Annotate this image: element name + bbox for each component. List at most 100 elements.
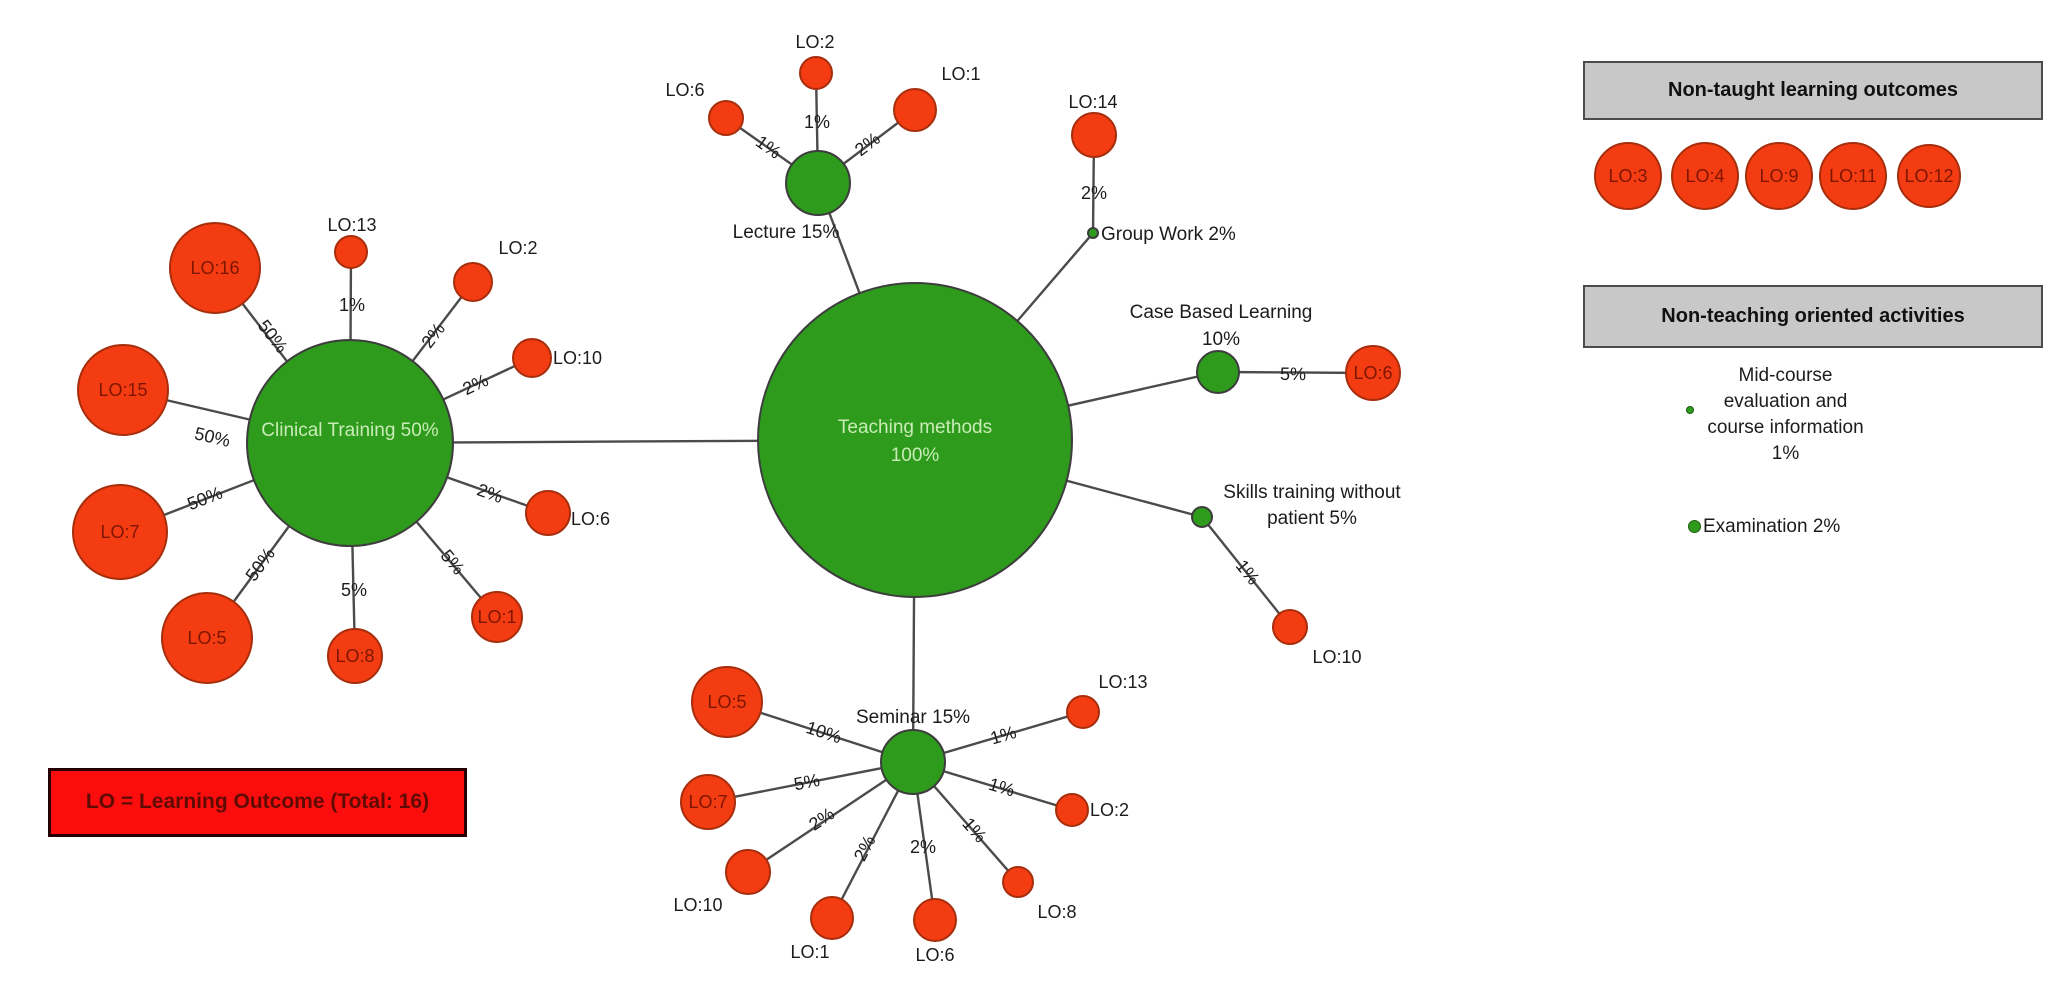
node-c-lo6-circle [525,490,571,536]
node-l-lo2-circle [799,56,833,90]
edge-skills-s-lo10 [1201,516,1291,628]
node-se-lo6-olabel: LO:6 [915,945,954,965]
node-cbl-olabel: 10% [1202,329,1240,350]
edge-label-clinical-c-lo16: 50% [254,316,292,357]
node-se-lo8-circle [1002,866,1034,898]
node-se-lo10-circle [725,849,771,895]
node-cbl-circle [1196,350,1240,394]
edge-label-cbl-cb-lo6: 5% [1280,364,1306,384]
examination-dot-icon [1688,520,1701,533]
node-c-lo16-label: LO:16 [190,258,239,278]
node-c-lo16-circle [169,222,261,314]
node-c-lo7-label: LO:7 [100,522,139,542]
node-clinical-label: Clinical Training 50% [261,420,439,441]
node-l-lo1-olabel: LO:1 [941,64,980,84]
node-l-lo1-circle [893,88,937,132]
node-s-lo10-circle [1272,609,1308,645]
node-se-lo1-olabel: LO:1 [790,942,829,962]
node-lg-lo4-label: LO:4 [1685,166,1724,186]
node-se-lo6-circle [913,898,957,942]
node-lecture-circle [785,150,851,216]
node-teaching-label: Teaching methods [838,417,992,438]
node-lg-lo3-circle [1594,142,1662,210]
node-c-lo8-label: LO:8 [335,646,374,666]
edge-label-clinical-c-lo7: 50% [184,483,225,515]
node-se-lo2-olabel: LO:2 [1090,800,1129,820]
node-se-lo5-circle [691,666,763,738]
node-skills-olabel: Skills training without [1223,482,1401,503]
node-l-lo6-circle [708,100,744,136]
node-s-lo10-olabel: LO:10 [1312,647,1361,667]
node-se-lo5-label: LO:5 [707,692,746,712]
node-c-lo10-circle [512,338,552,378]
node-c-lo13-circle [334,235,368,269]
mid-course-dot-icon [1686,406,1694,414]
node-se-lo2-circle [1055,793,1089,827]
node-se-lo13-circle [1066,695,1100,729]
node-cbl-olabel: Case Based Learning [1130,302,1313,323]
node-g-lo14-olabel: LO:14 [1068,92,1117,112]
edge-label-clinical-c-lo8: 5% [341,580,367,600]
node-seminar-circle [880,729,946,795]
node-lg-lo11-circle [1819,142,1887,210]
edge-label-seminar-se-lo6: 2% [910,837,936,857]
node-lg-lo9-label: LO:9 [1759,166,1798,186]
node-seminar-olabel: Seminar 15% [856,707,970,728]
node-lg-lo12-label: LO:12 [1904,166,1953,186]
node-se-lo10-olabel: LO:10 [673,895,722,915]
mid-course-evaluation-label: Mid-course evaluation and course informa… [1707,365,1864,464]
edge-seminar-se-lo10 [747,761,914,873]
node-c-lo2-olabel: LO:2 [498,238,537,258]
node-groupwork-circle [1087,227,1099,239]
node-c-lo15-label: LO:15 [98,380,147,400]
edge-label-seminar-se-lo5: 10% [804,717,844,747]
node-c-lo1-circle [471,591,523,643]
node-c-lo1-label: LO:1 [477,607,516,627]
node-c-lo6-olabel: LO:6 [571,509,610,529]
node-skills-olabel: patient 5% [1267,508,1357,529]
node-skills-circle [1191,506,1213,528]
node-clinical-circle [246,339,454,547]
node-se-lo8-olabel: LO:8 [1037,902,1076,922]
edge-label-clinical-c-lo6: 2% [474,480,505,508]
node-se-lo7-circle [680,774,736,830]
node-c-lo2-circle [453,262,493,302]
node-c-lo10-olabel: LO:10 [553,348,602,368]
node-se-lo1-circle [810,896,854,940]
node-l-lo2-olabel: LO:2 [795,32,834,52]
examination-label: Examination 2% [1703,516,1841,537]
node-c-lo5-label: LO:5 [187,628,226,648]
node-se-lo13-olabel: LO:13 [1098,672,1147,692]
node-c-lo5-circle [161,592,253,684]
node-lg-lo9-circle [1745,142,1813,210]
node-cb-lo6-circle [1345,345,1401,401]
edge-label-clinical-c-lo13: 1% [339,295,365,315]
node-c-lo8-circle [327,628,383,684]
edge-label-clinical-c-lo10: 2% [459,370,491,399]
node-se-lo7-label: LO:7 [688,792,727,812]
edge-label-groupwork-g-lo14: 2% [1081,183,1107,203]
node-lg-lo12-circle [1897,144,1961,208]
edge-label-seminar-se-lo7: 5% [792,770,821,795]
node-c-lo13-olabel: LO:13 [327,215,376,235]
node-groupwork-olabel: Group Work 2% [1101,224,1236,245]
node-teaching-circle [757,282,1073,598]
node-lg-lo11-label: LO:11 [1829,166,1877,186]
node-cb-lo6-label: LO:6 [1353,363,1392,383]
lo-definition-note: LO = Learning Outcome (Total: 16) [48,768,467,837]
node-lecture-olabel: Lecture 15% [733,222,840,243]
node-g-lo14-circle [1071,112,1117,158]
node-c-lo15-circle [77,344,169,436]
node-teaching-label: 100% [891,445,940,466]
edge-label-lecture-l-lo6: 1% [752,131,785,162]
node-l-lo6-olabel: LO:6 [665,80,704,100]
edge-seminar-se-lo7 [707,760,914,804]
edge-label-clinical-c-lo5: 50% [241,544,278,585]
non-taught-learning-outcomes-header: Non-taught learning outcomes [1583,61,2043,120]
non-teaching-activities-header: Non-teaching oriented activities [1583,285,2043,348]
edge-label-lecture-l-lo2: 1% [804,112,830,132]
node-c-lo7-circle [72,484,168,580]
edge-label-seminar-se-lo13: 1% [988,722,1019,749]
